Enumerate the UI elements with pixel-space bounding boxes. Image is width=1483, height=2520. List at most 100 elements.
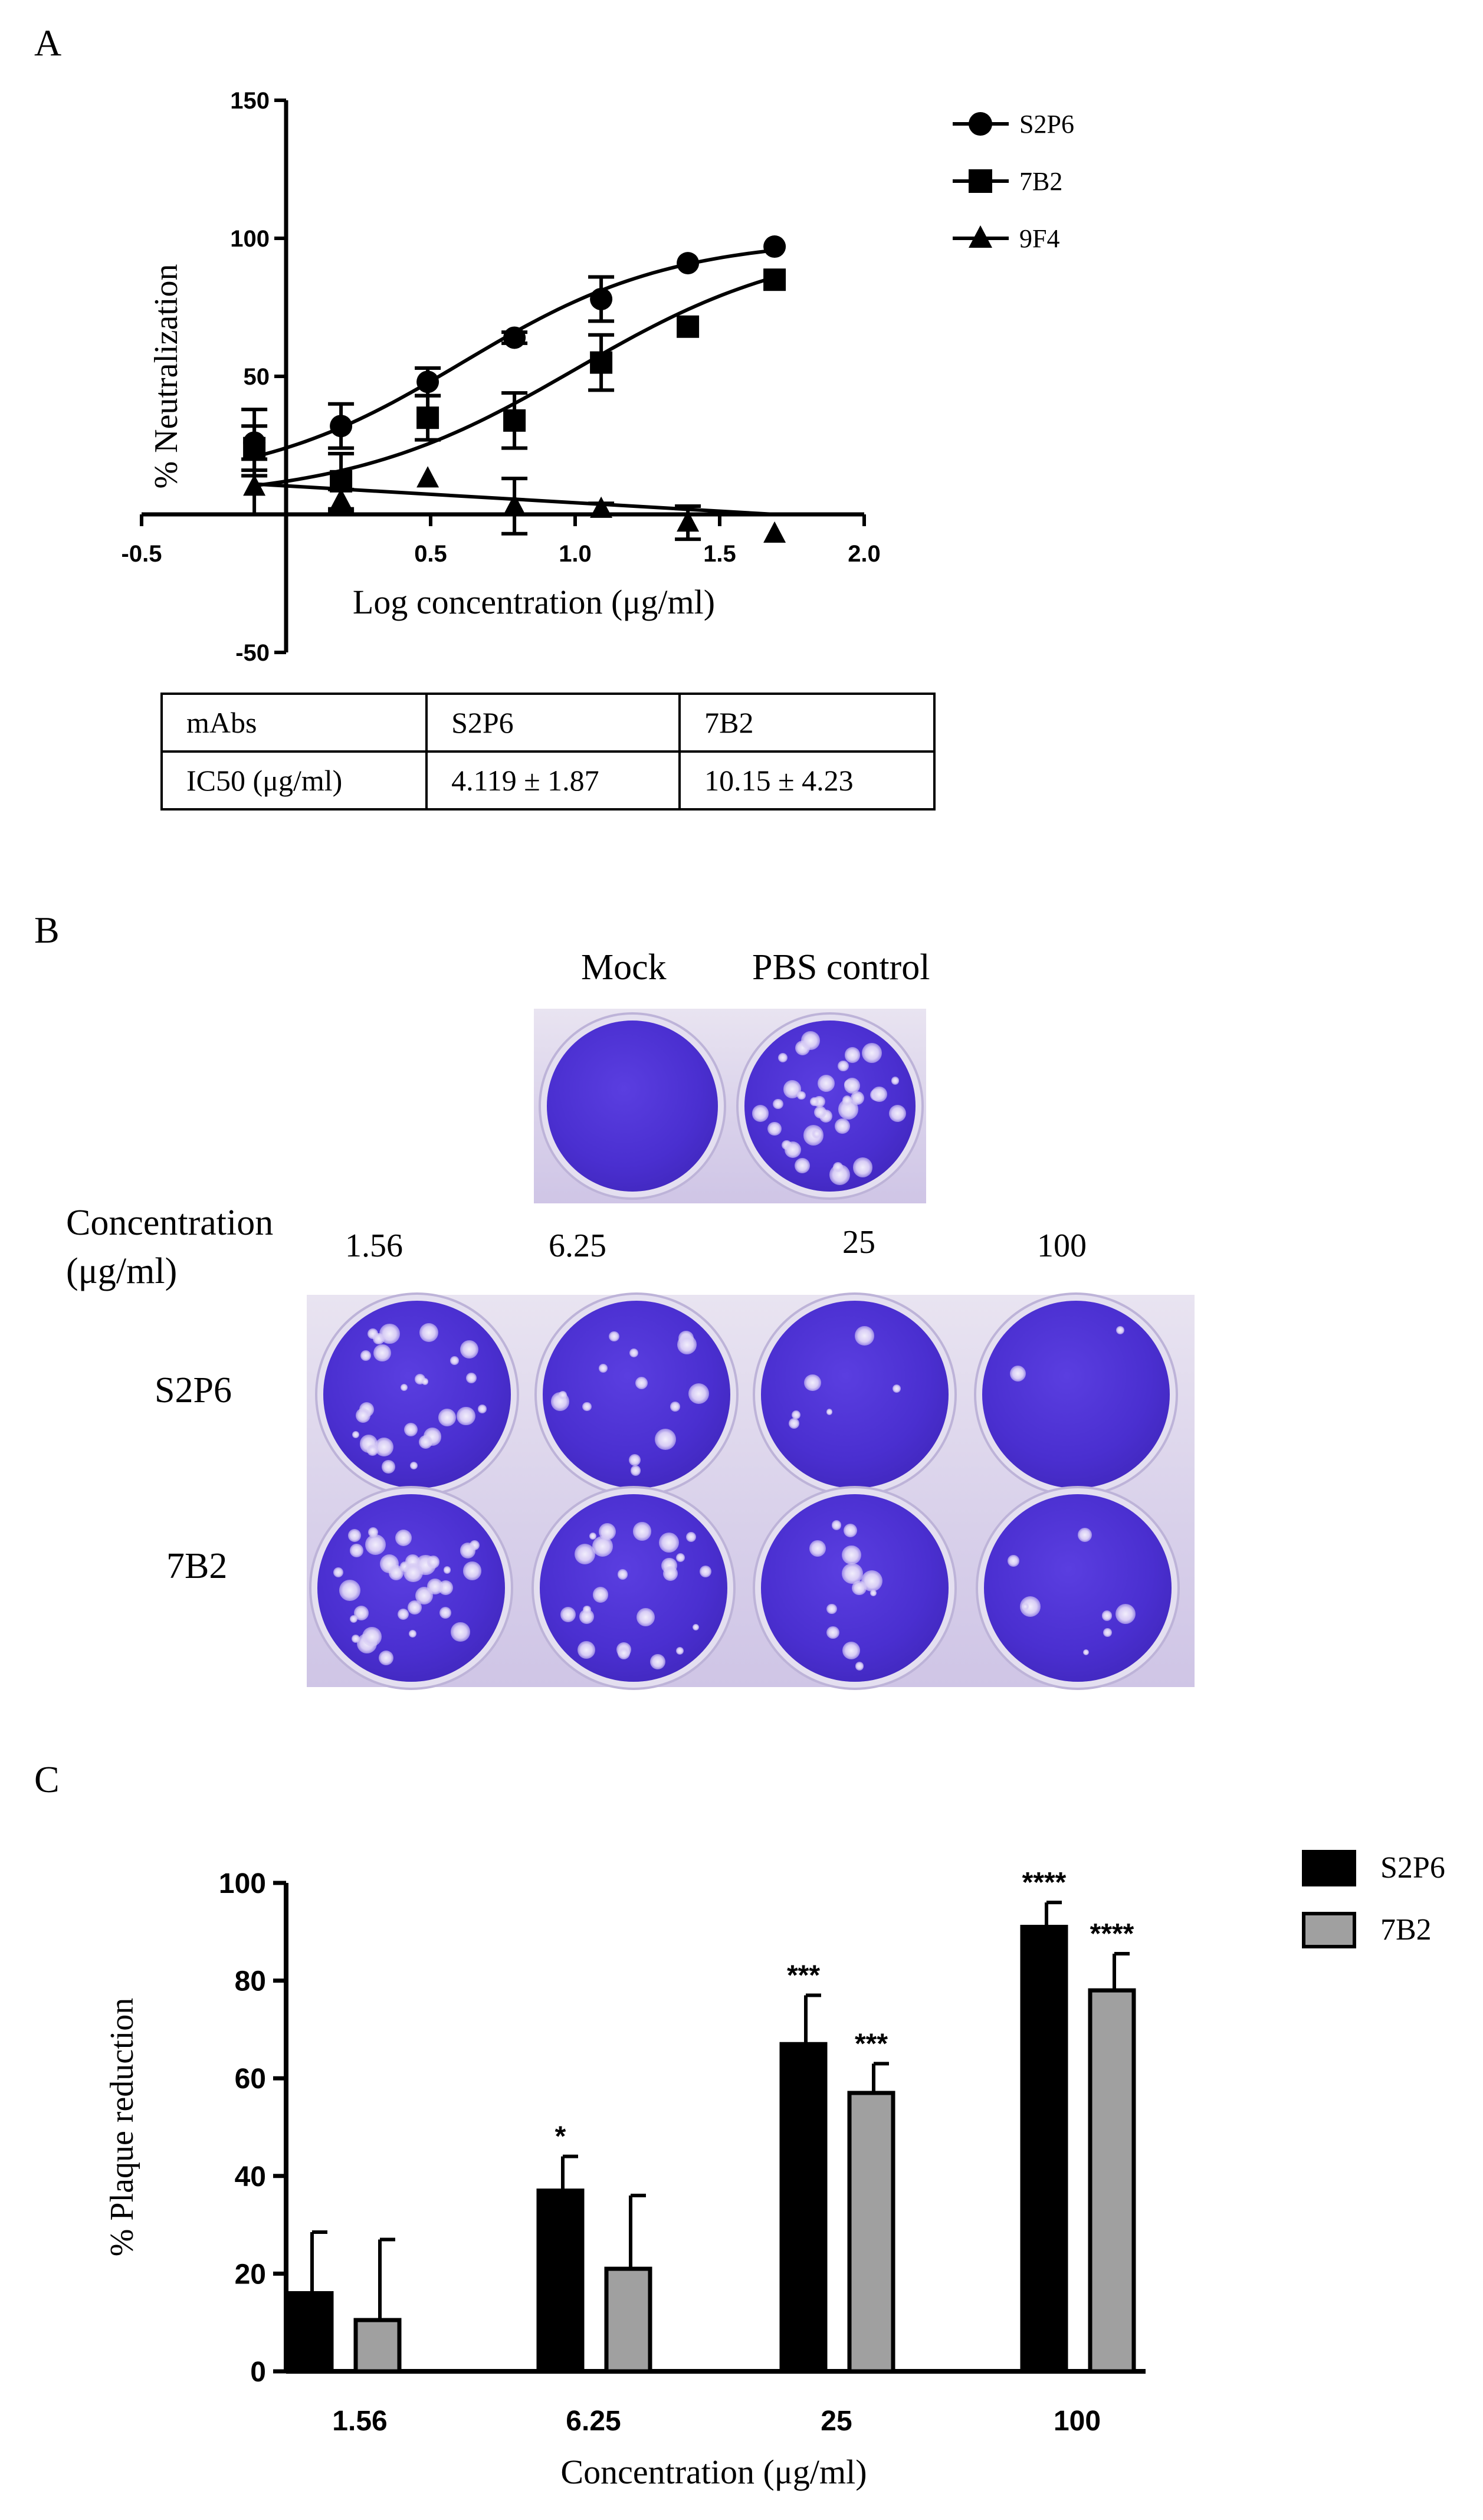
plaque-spot (1009, 1366, 1026, 1382)
plaque-spot (451, 1622, 470, 1642)
plaque-spot (801, 1031, 820, 1050)
plaque-spot (375, 1438, 394, 1457)
mock-label: Mock (581, 947, 667, 987)
bar-7b2 (847, 2091, 895, 2374)
legend-label-9f4: 9F4 (1019, 224, 1059, 253)
plaque-spot (1008, 1555, 1019, 1567)
y-tick-label: 0 (250, 2357, 266, 2388)
data-point-9f4 (677, 510, 700, 532)
table-header-cell: 7B2 (678, 693, 936, 753)
plaque-spot (1021, 1603, 1029, 1610)
plaque-spot (659, 1532, 680, 1553)
plaque-spot (871, 1086, 887, 1102)
plaque-spot (891, 1077, 900, 1085)
plaque-spot (460, 1543, 475, 1558)
plaque-spot (831, 1520, 841, 1530)
plaque-spot (439, 1606, 451, 1619)
data-point-7b2 (763, 268, 786, 291)
plaque-spot (438, 1408, 456, 1426)
data-point-9f4 (763, 521, 786, 543)
plaque-spot (861, 1570, 883, 1592)
legend-marker-7b2 (969, 169, 992, 193)
data-point-7b2 (416, 406, 439, 429)
ic50-table: mAbs S2P6 7B2 IC50 (μg/ml) 4.119 ± 1.87 … (160, 693, 936, 811)
plaque-spot (366, 1445, 378, 1456)
plaque-spot (578, 1641, 595, 1659)
plaque-spot (592, 1587, 609, 1603)
plaque-spot (462, 1561, 482, 1580)
table-cell: 4.119 ± 1.87 (425, 750, 681, 811)
plaque-spot (333, 1567, 344, 1578)
data-point-s2p6 (503, 326, 526, 349)
plaque-spot (699, 1565, 711, 1577)
plaque-spot (636, 1608, 655, 1627)
plaque-spot (835, 1118, 850, 1134)
plaque-spot (628, 1453, 641, 1466)
plaque-spot (826, 1603, 837, 1615)
plaque-spot (608, 1331, 619, 1342)
plaque-spot (575, 1543, 596, 1564)
control-plate-photo (534, 1009, 926, 1203)
well-s2p6-100 (982, 1301, 1170, 1488)
plaque-spot (855, 1662, 864, 1671)
plaque-spot (812, 1128, 822, 1139)
plaque-spot (662, 1566, 678, 1581)
x-axis-label: Concentration (μg/ml) (560, 2453, 867, 2491)
plaque-spot (379, 1323, 400, 1344)
row-label-s2p6: S2P6 (155, 1370, 232, 1410)
concentration-100: 100 (1037, 1228, 1087, 1264)
plaque-spot (654, 1428, 676, 1450)
plaque-spot (809, 1540, 826, 1557)
well-7b2-100 (984, 1494, 1172, 1682)
plaque-spot (365, 1534, 386, 1556)
plaque-spot (460, 1340, 478, 1359)
table-row: mAbs S2P6 7B2 (160, 693, 936, 753)
y-tick-label: 60 (235, 2063, 266, 2095)
plaque-spot (677, 1335, 697, 1355)
legend-marker-9f4 (969, 225, 992, 248)
concentration-label: Concentration (66, 1203, 274, 1243)
plaque-spot (360, 1350, 371, 1361)
plaque-spot (842, 1642, 861, 1660)
plaque-spot (826, 1409, 833, 1415)
plaque-spot (843, 1523, 857, 1537)
plaque-spot (791, 1410, 801, 1419)
well-7b2-25 (761, 1494, 949, 1682)
plaque-spot (844, 1078, 860, 1094)
plaque-spot (632, 1522, 651, 1541)
plaque-spot (617, 1647, 630, 1660)
panel-label-c: C (34, 1758, 60, 1800)
plaque-spot (350, 1544, 363, 1557)
plaque-spot (649, 1654, 665, 1670)
bar-s2p6 (1020, 1925, 1068, 2374)
plaque-spot (818, 1074, 835, 1092)
plaque-spot (598, 1522, 616, 1540)
plaque-spot (842, 1563, 863, 1584)
plaque-spot (777, 1053, 788, 1063)
plaque-spot (373, 1344, 391, 1362)
treatment-plate-photo (307, 1295, 1195, 1687)
data-point-9f4 (503, 494, 526, 516)
plaque-spot (826, 1626, 839, 1639)
concentration-25: 25 (842, 1224, 875, 1261)
plaque-spot (403, 1422, 418, 1437)
plaque-spot (395, 1529, 412, 1547)
significance-marker: **** (1022, 1867, 1067, 1898)
plaque-spot (851, 1091, 865, 1105)
plaque-spot (409, 1630, 417, 1638)
data-point-s2p6 (416, 370, 439, 393)
x-tick-label: 1.56 (332, 2406, 387, 2437)
plaque-spot (478, 1405, 487, 1413)
plaque-spot (1082, 1649, 1090, 1656)
bar-s2p6 (536, 2188, 585, 2374)
y-tick-label: 40 (235, 2161, 266, 2193)
plaque-spot (400, 1384, 408, 1392)
plaque-spot (814, 1106, 827, 1119)
plaque-spot (785, 1141, 802, 1158)
plaque-spot (560, 1606, 576, 1622)
significance-marker: *** (855, 2028, 888, 2059)
data-point-7b2 (503, 409, 526, 432)
plaque-spot (804, 1374, 821, 1392)
concentration-unit-label: (μg/ml) (66, 1251, 178, 1291)
plaque-spot (1077, 1527, 1092, 1542)
